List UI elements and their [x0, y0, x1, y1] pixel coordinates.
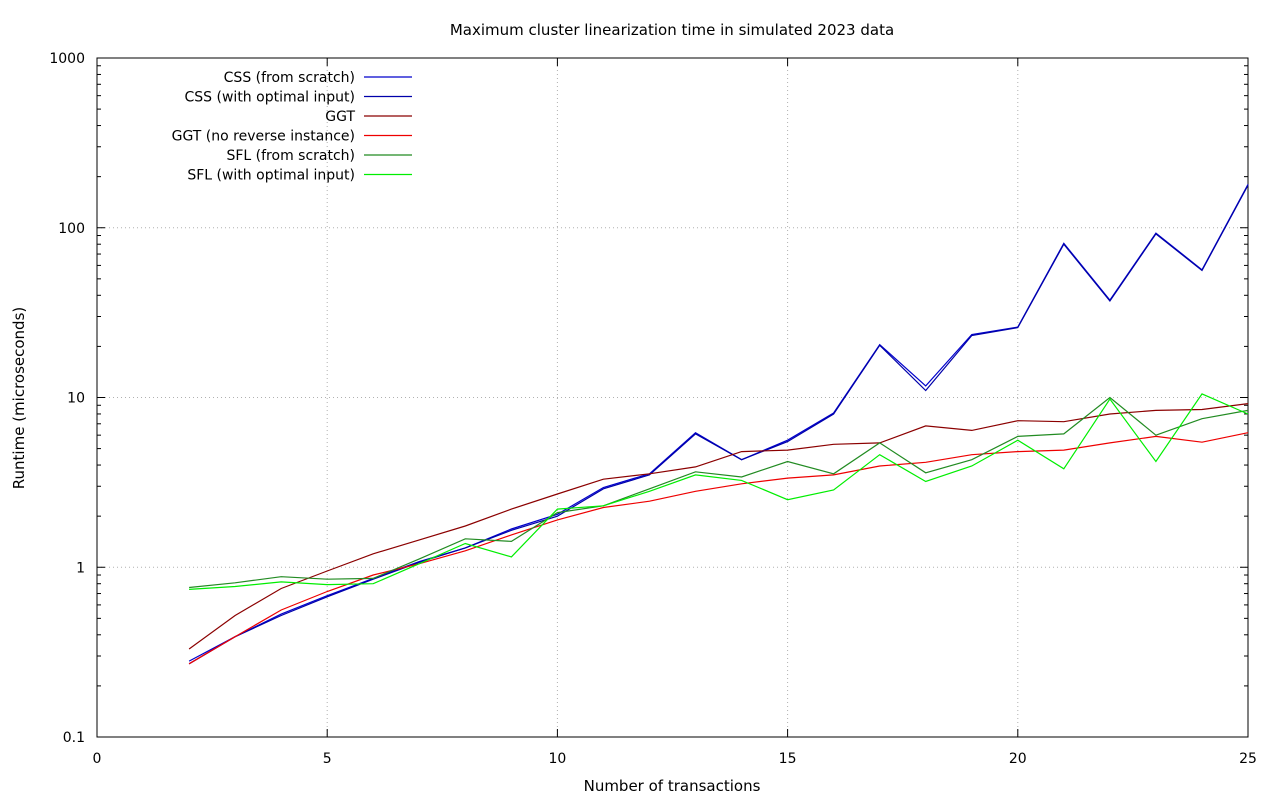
y-axis-label: Runtime (microseconds) — [10, 307, 28, 489]
x-tick-label: 15 — [779, 751, 797, 767]
series-line-1 — [188, 184, 1249, 662]
series-line-2 — [188, 184, 1249, 665]
legend-label: SFL (with optimal input) — [187, 168, 355, 184]
series-line-3 — [188, 403, 1249, 650]
y-tick-label: 10 — [67, 391, 85, 407]
x-axis-label: Number of transactions — [584, 777, 761, 795]
legend-label: CSS (from scratch) — [224, 70, 355, 86]
x-tick-label: 10 — [548, 751, 566, 767]
legend-label: CSS (with optimal input) — [185, 90, 355, 106]
legend-label: GGT (no reverse instance) — [172, 129, 355, 145]
series-lines — [188, 184, 1249, 665]
y-tick-label: 1000 — [49, 51, 85, 67]
chart-title: Maximum cluster linearization time in si… — [450, 21, 894, 39]
legend-label: SFL (from scratch) — [226, 148, 355, 164]
series-line-5 — [189, 396, 1249, 589]
legend-label: GGT — [325, 109, 355, 125]
y-tick-label: 1 — [76, 560, 85, 576]
x-tick-label: 5 — [323, 751, 332, 767]
y-tick-label: 100 — [58, 221, 85, 237]
axis-ticks: 0 5 10 15 20 25 0.1 1 10 100 1000 — [49, 51, 1257, 767]
series-line-4 — [188, 432, 1249, 665]
legend: CSS (from scratch) CSS (with optimal inpu… — [172, 70, 412, 184]
x-tick-label: 20 — [1009, 751, 1027, 767]
x-tick-label: 0 — [93, 751, 102, 767]
x-tick-label: 25 — [1239, 751, 1257, 767]
series-line-6 — [189, 393, 1249, 590]
y-tick-label: 0.1 — [63, 730, 85, 746]
